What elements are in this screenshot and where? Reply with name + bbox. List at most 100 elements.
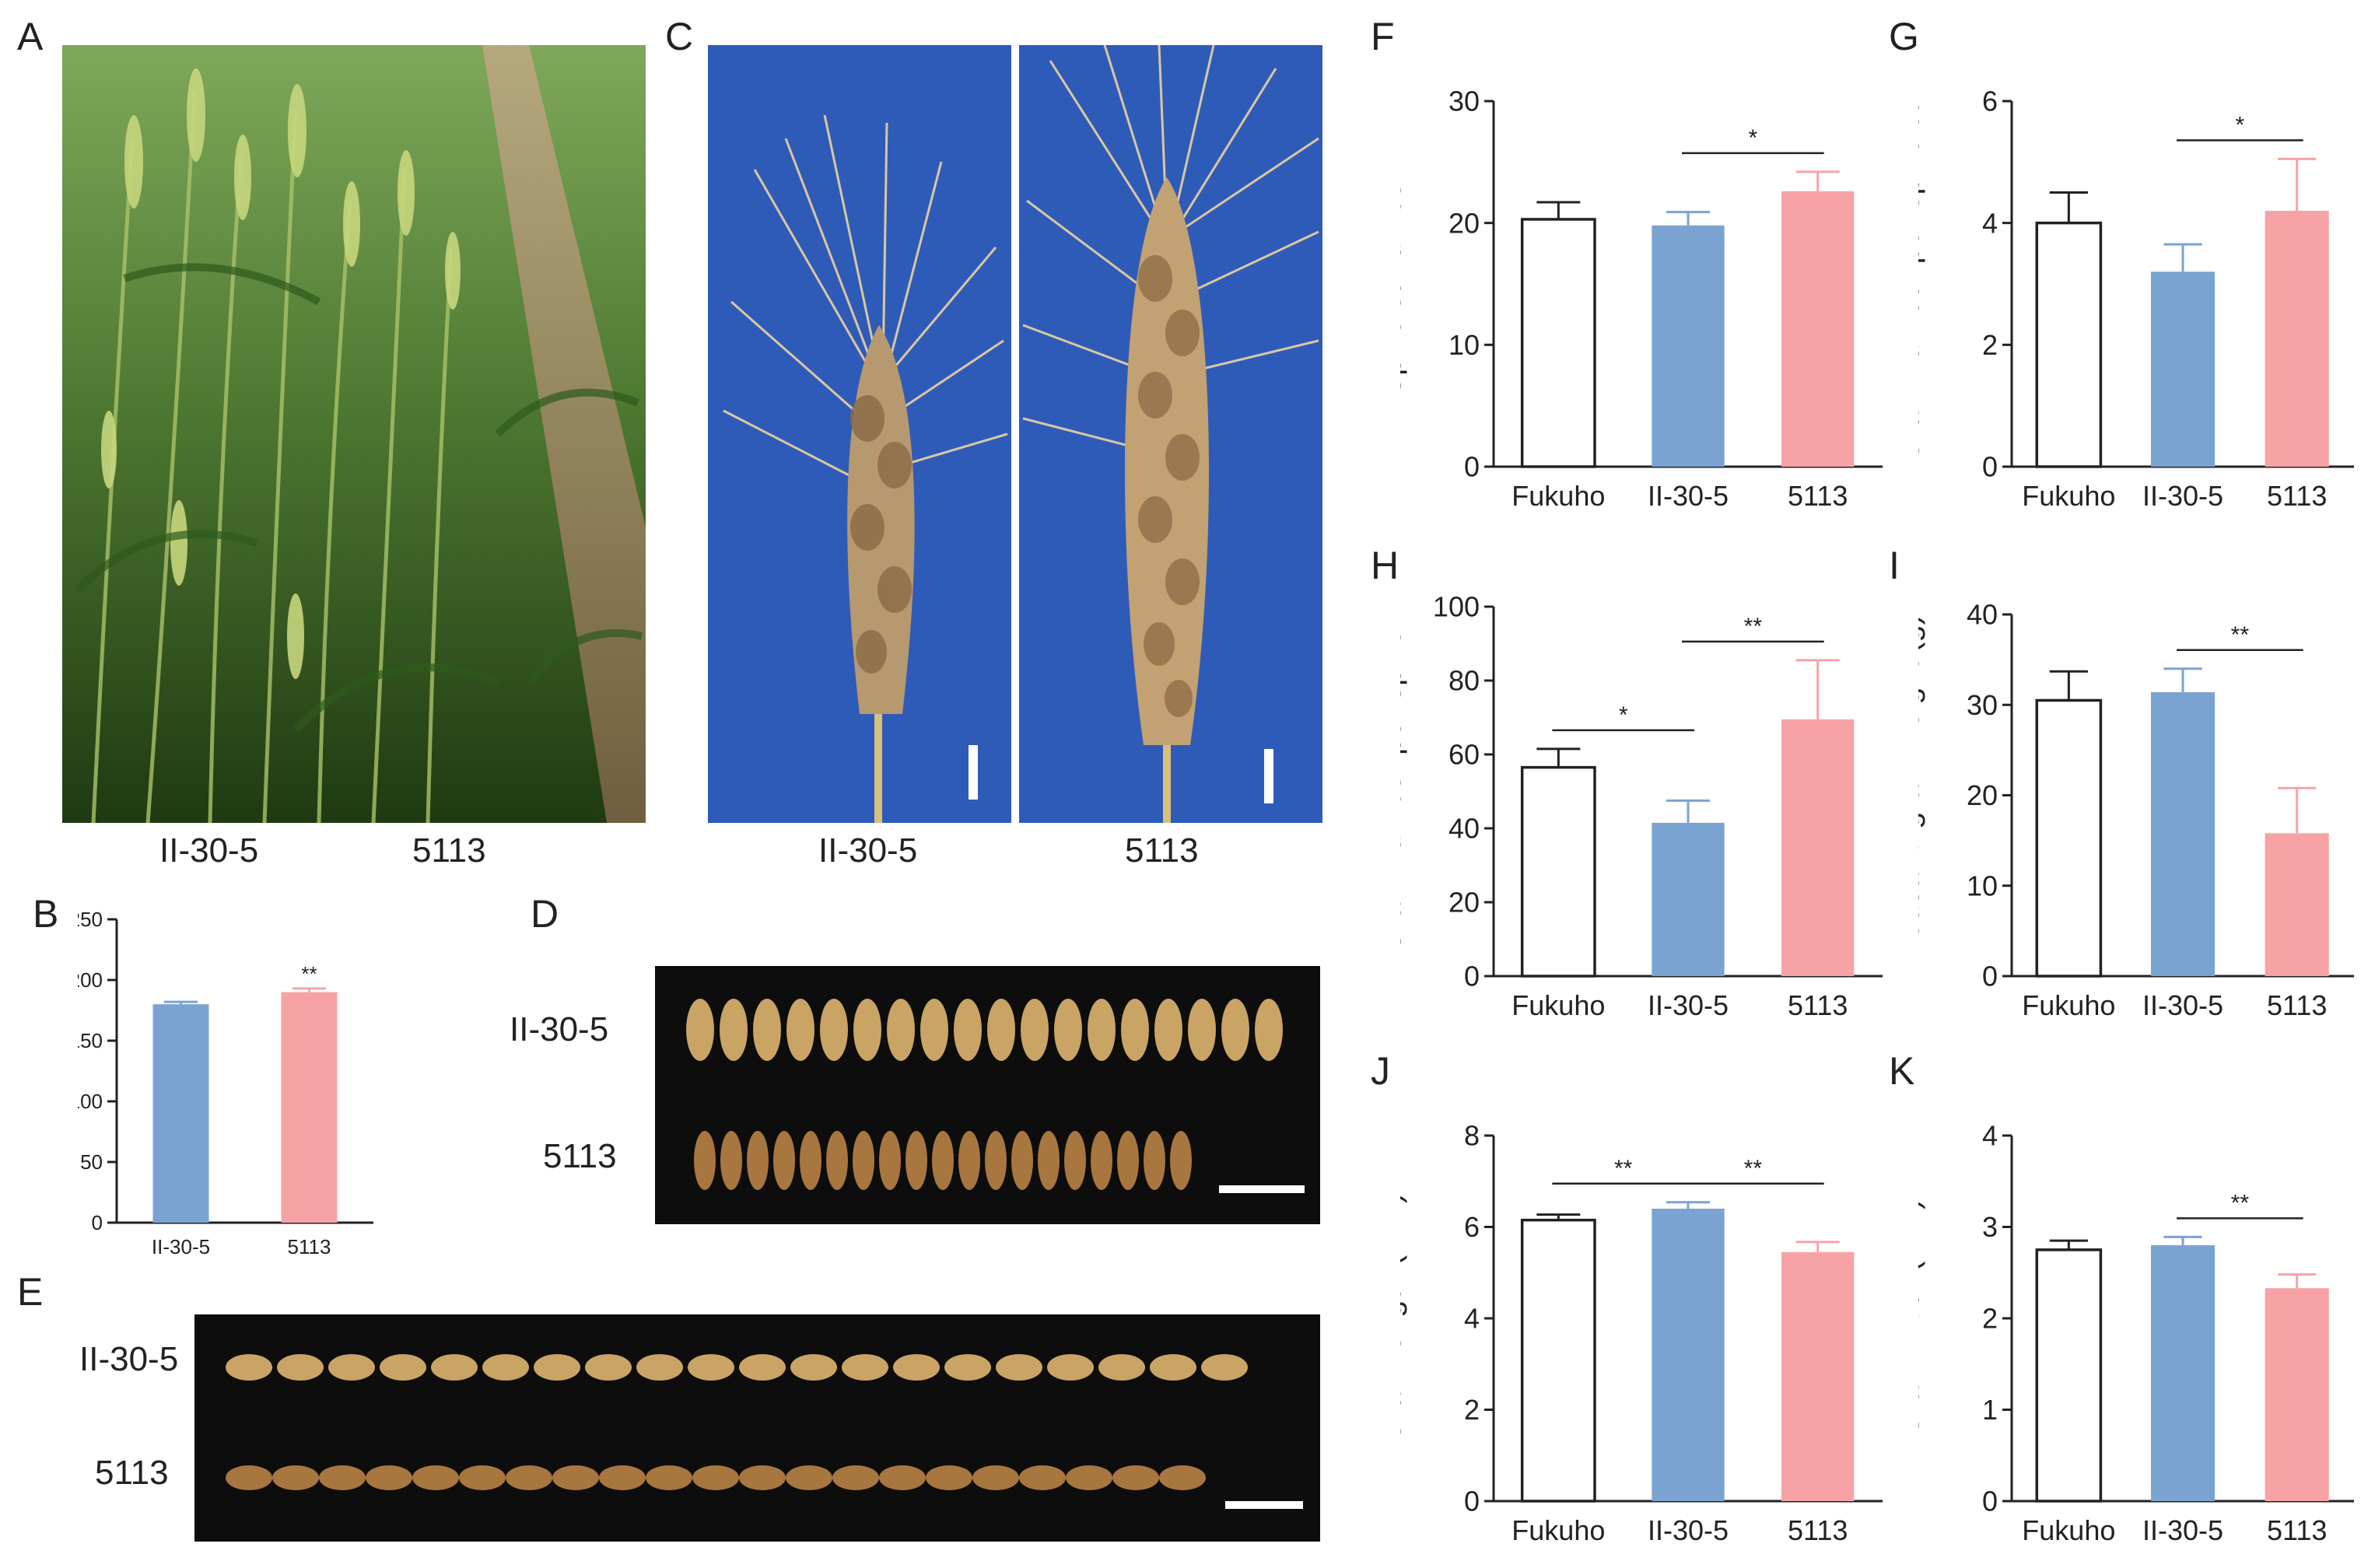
bar-g-2 — [2265, 211, 2329, 467]
grain-e-bottom-4 — [412, 1465, 459, 1490]
x-tick-label: 5113 — [1788, 480, 1848, 512]
x-tick-label: Fukuho — [2022, 1514, 2115, 1546]
y-tick-label: 4 — [1464, 1303, 1480, 1335]
y-axis-label: Grain number per spikelet — [1918, 105, 1925, 463]
y-tick-label: 20 — [1967, 779, 1998, 811]
chart-h-grain-per-spike: 0 20 40 60 80 100 Grain number per spike Fukuho… — [1400, 591, 1883, 1021]
bar-h-0 — [1520, 765, 1596, 978]
x-tick-label: II-30-5 — [1648, 989, 1729, 1021]
label-d-ii305: II-30-5 — [510, 1010, 609, 1048]
y-tick-label: 0 — [92, 1211, 103, 1234]
grain-e-top-18 — [1150, 1354, 1196, 1381]
grain-d-top-0 — [686, 999, 714, 1061]
y-tick-label: 0 — [1464, 961, 1480, 992]
grain-e-bottom-3 — [366, 1465, 412, 1490]
y-tick-label: 150 — [78, 1029, 103, 1052]
bar-i-2 — [2265, 833, 2329, 976]
y-tick-label: 100 — [1433, 591, 1480, 623]
grain-e-top-8 — [636, 1354, 683, 1381]
x-tick-label: II-30-5 — [2142, 480, 2223, 512]
grain-d-top-13 — [1121, 999, 1149, 1061]
grain-e-bottom-9 — [646, 1465, 692, 1490]
bar-k-0 — [2035, 1248, 2103, 1503]
grain-e-top-6 — [534, 1354, 580, 1381]
y-tick-label: 0 — [1982, 451, 1998, 483]
chart-i-thousand-grain-weight: 0 10 20 30 40 Thousand grain weight (g) Fukuho… — [1918, 599, 2354, 1021]
grain-d-bottom-2 — [747, 1131, 769, 1190]
grain-e-top-9 — [688, 1354, 734, 1381]
y-tick-label: 250 — [78, 910, 103, 931]
grain-e-bottom-17 — [1019, 1465, 1066, 1490]
grain-e-top-10 — [739, 1354, 786, 1381]
bar-f-1 — [1652, 225, 1725, 467]
grain-e-bottom-7 — [552, 1465, 599, 1490]
grain-d-bottom-6 — [853, 1131, 874, 1190]
bar-j-1 — [1652, 1209, 1725, 1501]
y-tick-label: 80 — [1448, 665, 1480, 697]
panel-letter-a: A — [17, 15, 44, 58]
spike-image-ii305 — [723, 114, 1008, 823]
grain-d-bottom-3 — [773, 1131, 795, 1190]
grain-d-top-12 — [1088, 999, 1116, 1061]
grain-e-bottom-0 — [226, 1465, 272, 1490]
y-tick-label: 30 — [1448, 86, 1480, 117]
grain-photo-d — [655, 966, 1320, 1224]
spike-image-5113 — [1022, 45, 1319, 823]
grain-e-bottom-20 — [1159, 1465, 1206, 1490]
y-axis-label: Thousand grain weight (g) — [1918, 614, 1925, 976]
grain-e-bottom-12 — [786, 1465, 832, 1490]
bar-f-2 — [1781, 191, 1855, 467]
x-tick-label: 5113 — [2267, 1514, 2327, 1546]
grain-d-top-16 — [1221, 999, 1249, 1061]
bar-b-0 — [152, 1004, 209, 1223]
grain-e-bottom-15 — [926, 1465, 972, 1490]
bar-k-1 — [2150, 1245, 2216, 1501]
y-tick-label: 20 — [1448, 887, 1480, 919]
grain-e-top-1 — [277, 1354, 324, 1381]
panel-letter-h: H — [1371, 544, 1399, 587]
significance-mark: ** — [301, 962, 317, 985]
scale-bar-c-right — [1264, 749, 1273, 803]
grain-e-bottom-2 — [319, 1465, 366, 1490]
panel-letter-g: G — [1889, 15, 1919, 58]
scale-bar-d — [1219, 1185, 1305, 1193]
y-tick-label: 0 — [1982, 1486, 1998, 1517]
grain-d-bottom-16 — [1117, 1131, 1139, 1190]
grain-d-bottom-0 — [694, 1131, 716, 1190]
grain-d-bottom-9 — [932, 1131, 954, 1190]
grain-e-bottom-5 — [459, 1465, 506, 1490]
grain-d-top-7 — [920, 999, 948, 1061]
grain-d-bottom-10 — [958, 1131, 980, 1190]
significance-mark: ** — [2231, 1190, 2250, 1216]
grain-e-top-14 — [944, 1354, 991, 1381]
x-tick-label: 5113 — [1788, 989, 1848, 1021]
grain-e-top-2 — [328, 1354, 375, 1381]
grain-e-bottom-1 — [272, 1465, 319, 1490]
x-tick-label: 5113 — [2267, 989, 2327, 1021]
grain-d-bottom-17 — [1144, 1131, 1165, 1190]
y-tick-label: 60 — [1448, 739, 1480, 771]
grain-d-bottom-18 — [1170, 1131, 1192, 1190]
grain-e-top-13 — [893, 1354, 940, 1381]
grain-d-bottom-12 — [1011, 1131, 1033, 1190]
grain-e-top-15 — [996, 1354, 1042, 1381]
x-tick-label: II-30-5 — [2142, 1514, 2223, 1546]
y-tick-label: 10 — [1448, 329, 1480, 361]
grain-e-top-19 — [1201, 1354, 1248, 1381]
grain-d-top-3 — [786, 999, 814, 1061]
significance-mark: ** — [1744, 1156, 1763, 1181]
y-tick-label: 2 — [1982, 329, 1998, 361]
y-axis-label: Spikelet number — [1400, 171, 1407, 396]
chart-f-spikelet-number: 0 10 20 30 Spikelet number Fukuho II-30-5 5113 * — [1400, 86, 1883, 512]
panel-letter-f: F — [1371, 15, 1395, 58]
y-tick-label: 3 — [1982, 1211, 1998, 1243]
grain-d-top-11 — [1054, 999, 1082, 1061]
panel-letter-c: C — [665, 15, 694, 58]
x-tick-label: II-30-5 — [1648, 1514, 1729, 1546]
y-axis-label: Grain width (mm) — [1918, 1199, 1925, 1438]
y-tick-label: 200 — [78, 968, 103, 992]
y-tick-label: 20 — [1448, 207, 1480, 239]
panel-letter-d: D — [531, 892, 559, 936]
grain-d-top-6 — [887, 999, 915, 1061]
label-e-5113: 5113 — [95, 1454, 169, 1492]
